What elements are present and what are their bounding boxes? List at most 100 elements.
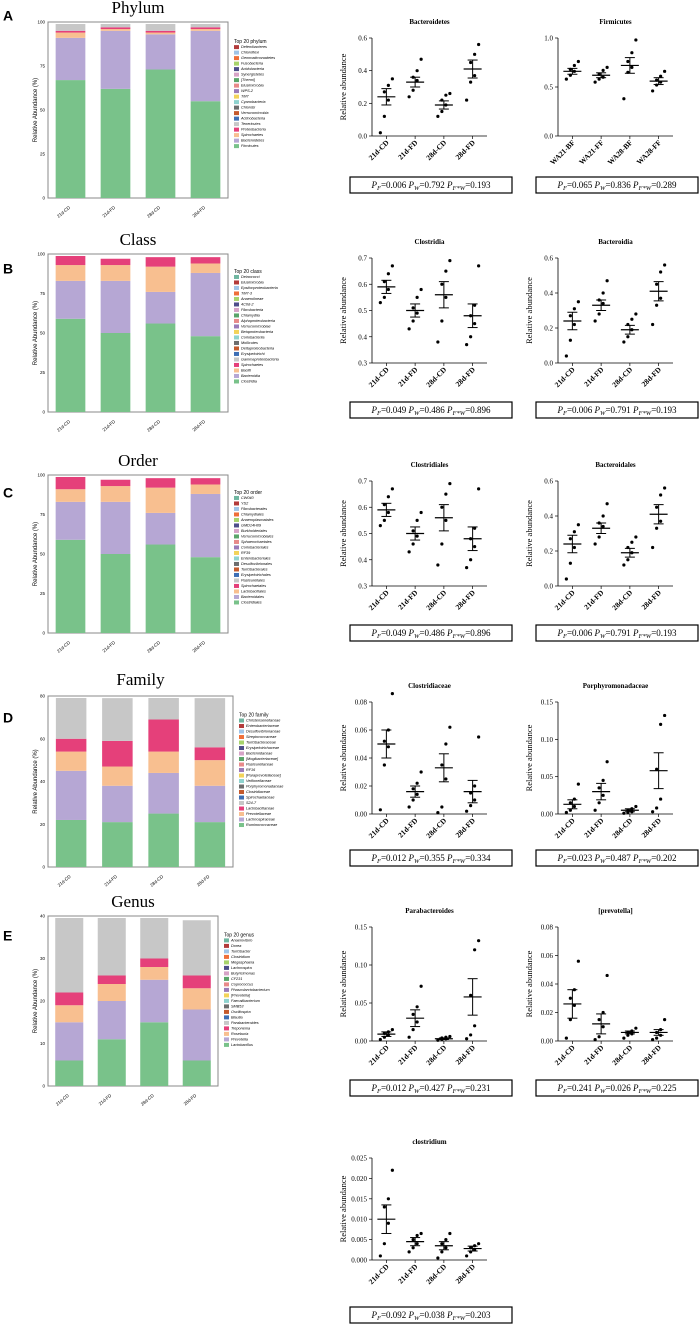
legend-item: Chlorobi (241, 106, 255, 110)
bar-segment-spirochaetes (100, 29, 131, 31)
y-tick-label: 25 (40, 152, 46, 157)
bar-segment-ruminococcaceae (194, 822, 226, 867)
data-point (390, 692, 394, 696)
legend-swatch (239, 790, 244, 795)
legend-swatch (239, 729, 244, 734)
legend-swatch (224, 993, 229, 998)
data-point (568, 537, 572, 541)
legend-item: Betaproteobacteria (241, 330, 273, 334)
bar-segment-other (190, 478, 221, 485)
data-point (626, 335, 630, 339)
stat-value: 0.049 (386, 405, 407, 415)
data-point (407, 1035, 411, 1039)
legend-swatch (239, 762, 244, 767)
data-point (448, 91, 452, 96)
bar-segment-prevotellaceae (148, 751, 179, 773)
data-point (440, 109, 444, 114)
legend-swatch (234, 346, 239, 351)
stat-sep: = (465, 405, 470, 415)
legend-item: Megasphaera (231, 960, 254, 964)
stat-value: P (594, 628, 601, 638)
chart-title: Order (118, 451, 158, 470)
data-point (415, 518, 419, 522)
x-tick-label: 21d-FD (396, 365, 420, 389)
stat-value: 0.334 (470, 853, 491, 863)
y-tick-label: 0.4 (358, 333, 367, 341)
plot-frame (47, 915, 219, 1087)
plot-frame (47, 253, 229, 413)
y-tick-label: 0.02 (355, 783, 368, 791)
stat-value: P (408, 405, 415, 415)
stat-value: 0.012 (386, 1083, 406, 1093)
data-point (407, 95, 411, 99)
stat-value: P (370, 405, 377, 415)
y-tick-label: 0.05 (355, 1000, 368, 1008)
legend-swatch (234, 357, 239, 362)
legend-item: Turicibacterales (241, 567, 268, 571)
bar-segment-clostridia (55, 318, 86, 412)
bar-segment-lactobacillaceae (194, 747, 226, 761)
bar-segment-prevotellaceae (194, 760, 226, 786)
bar-segment-bacteroidia (145, 291, 176, 324)
stat-value: 0.193 (656, 628, 677, 638)
data-point (576, 523, 580, 527)
data-point (465, 809, 469, 813)
legend-item: Verrucomicrobiae (241, 324, 271, 328)
plot-title: Porphyromonadaceae (583, 682, 649, 690)
y-tick-label: 0 (42, 1084, 45, 1089)
legend-swatch (234, 280, 239, 285)
x-tick-label: 28d-FD (454, 138, 478, 162)
y-tick-label: 25 (40, 591, 46, 596)
plot-title: Clostridiaceae (408, 682, 451, 690)
legend-swatch (234, 561, 239, 566)
data-point (597, 1035, 601, 1039)
stat-sep: = (419, 853, 424, 863)
x-tick-label: 21d-CD (56, 418, 72, 432)
data-point (605, 760, 609, 764)
data-point (386, 495, 390, 499)
stacked-bar-chart-class: Class 21d-CD 21d-FD 28d-CD 28d-FD 0 25 50 75 100 R… (33, 230, 279, 433)
bar-segment-lactobacillales (190, 484, 221, 494)
data-point (382, 90, 386, 94)
bar-segment-prevotella (182, 1009, 211, 1061)
y-tick-label: 0.5 (358, 530, 367, 538)
stat-value: P (370, 1310, 377, 1320)
dot-plot-firmicutes: Firmicutes 0.0 0.5 1.0 WA21-BF WA21-FF WA28-BF… (535, 18, 699, 194)
legend-item: Firmicutes (241, 144, 259, 148)
legend-item: Roseburia (231, 1032, 248, 1036)
bar-segment-treponema (97, 975, 126, 984)
data-point (655, 767, 659, 771)
stat-sep: = (651, 1083, 656, 1093)
legend-swatch (234, 589, 239, 594)
x-tick-label: 28d-CD (424, 1262, 448, 1286)
y-tick-label: 50 (40, 552, 46, 557)
bar-segment-proteobacteria (190, 27, 221, 30)
y-tick-label: 0.08 (541, 924, 554, 932)
legend-swatch (224, 960, 229, 965)
legend-swatch (234, 351, 239, 356)
legend-swatch (234, 578, 239, 583)
stat-value: P (370, 1083, 377, 1093)
data-point (411, 787, 415, 791)
legend-swatch (234, 534, 239, 539)
legend-item: CW040 (241, 496, 255, 500)
data-point (469, 804, 473, 808)
plot-title: [prevotella] (598, 907, 632, 915)
data-point (663, 69, 667, 73)
bar-segment-treponema (55, 992, 84, 1006)
stats-box (349, 176, 513, 194)
legend-swatch (234, 45, 239, 50)
data-point (411, 88, 415, 92)
data-point (444, 93, 448, 97)
data-point (378, 301, 382, 305)
bar-segment-ruminococcaceae (55, 819, 87, 867)
stats-text: PF=0.049 PW=0.486 PF*W=0.896 (370, 628, 491, 640)
bar-segment-other (100, 258, 131, 266)
y-tick-label: 0.10 (541, 736, 554, 744)
data-point (390, 487, 394, 491)
data-point (477, 735, 481, 739)
data-point (415, 1005, 419, 1009)
legend-swatch (239, 812, 244, 817)
legend-item: Clostridium (231, 955, 250, 959)
stat-value: W (414, 633, 420, 640)
